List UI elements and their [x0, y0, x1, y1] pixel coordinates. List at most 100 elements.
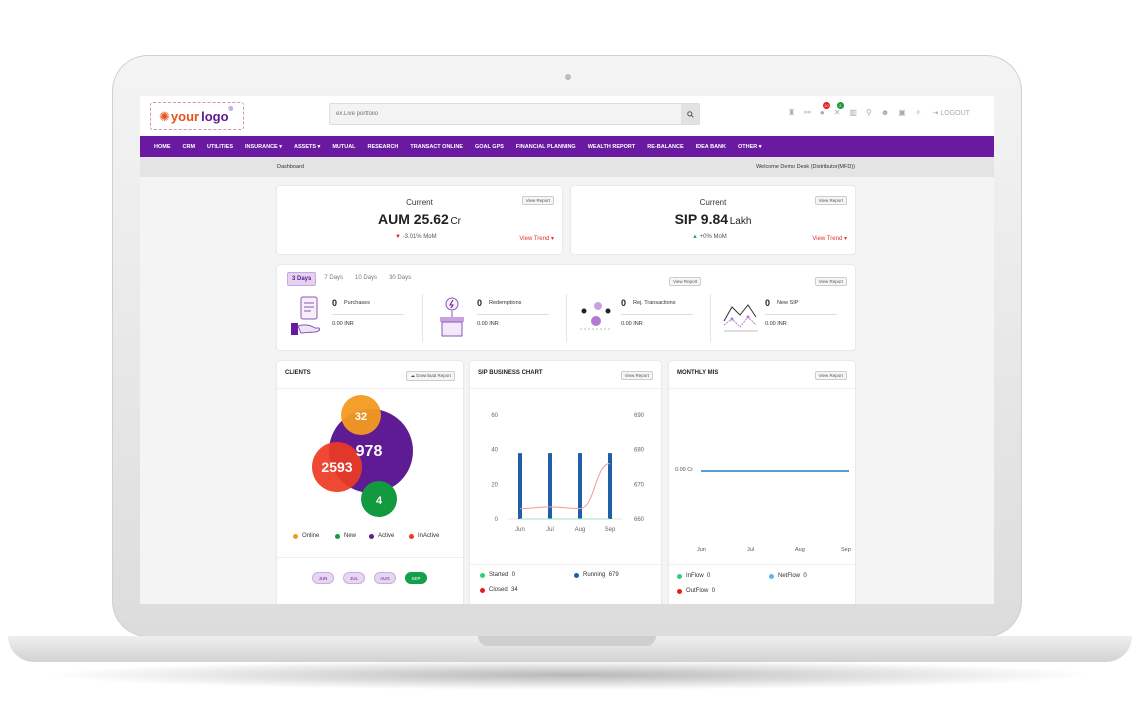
- tab-30-days[interactable]: 30 Days: [389, 275, 412, 281]
- y-left-tick-label: 40: [491, 448, 498, 454]
- nav-utilities[interactable]: UTILITIES: [207, 143, 234, 150]
- netflow-value: 0: [803, 573, 807, 579]
- nav-idea-bank[interactable]: IDEA BANK: [695, 143, 726, 150]
- legend-new-label: New: [344, 533, 357, 539]
- running-label: Running: [583, 572, 606, 578]
- nav-mutual[interactable]: MUTUAL: [332, 143, 356, 150]
- aum-view-report-button[interactable]: View Report: [521, 196, 554, 205]
- netflow-dot: [769, 573, 774, 579]
- netflow-label: NetFlow: [778, 573, 801, 579]
- breadcrumb[interactable]: Dashboard: [277, 164, 304, 170]
- new-count: 4: [376, 495, 383, 507]
- search-icon[interactable]: [681, 104, 699, 124]
- settings-icon[interactable]: ✧: [914, 108, 922, 117]
- y-left-tick-label: 60: [491, 413, 498, 419]
- month-pill-sep[interactable]: SEP: [405, 572, 427, 584]
- nav-insurance[interactable]: INSURANCE ▾: [245, 143, 283, 150]
- sip-bar: [548, 453, 552, 519]
- user-icon[interactable]: ☻: [880, 108, 890, 117]
- y-right-tick-label: 680: [634, 448, 645, 454]
- x-tick-label: Sep: [605, 527, 616, 533]
- x-tick-label: Aug: [575, 527, 586, 533]
- sip-business-card: SIP BUSINESS CHART View Report 0 20 40 60 66…: [470, 361, 661, 604]
- sip-started-stat: Started 0: [480, 572, 515, 578]
- inactive-dot: [409, 533, 414, 539]
- sip-view-report-button[interactable]: View Report: [814, 196, 847, 205]
- nav-goal-gps[interactable]: GOAL GPS: [474, 143, 504, 150]
- inactive-count: 2593: [321, 459, 352, 475]
- arrow-up-icon: ▲: [692, 234, 698, 240]
- trophy-icon[interactable]: ♜: [788, 108, 796, 117]
- aum-view-trend-button[interactable]: View Trend ▾: [519, 236, 554, 242]
- started-value: 0: [511, 572, 516, 578]
- purchases-stat: 0 Purchases 0.00 INR: [287, 295, 417, 343]
- nav-transact-online[interactable]: TRANSACT ONLINE: [410, 143, 463, 150]
- outflow-value: 0: [711, 588, 716, 594]
- rejected-transactions-stat: 0 Rej. Transactions 0.00 INR: [576, 295, 706, 343]
- closed-value: 34: [511, 587, 518, 593]
- nav-re-balance[interactable]: RE-BALANCE: [647, 143, 684, 150]
- key-icon[interactable]: ⚲: [865, 108, 872, 117]
- x-tick-label: Jul: [546, 527, 554, 533]
- nav-other[interactable]: OTHER ▾: [738, 143, 762, 150]
- logout-button[interactable]: ⇥ LOGOUT: [933, 109, 970, 117]
- legend-inactive[interactable]: InActive: [409, 533, 439, 539]
- sip-amount: SIP 9.84: [674, 211, 729, 227]
- tab-3-days[interactable]: 3 Days: [287, 272, 317, 286]
- transactions-view-report-button[interactable]: View Report: [669, 277, 702, 286]
- clients-header: [277, 361, 463, 389]
- redemptions-amount: 0.00 INR: [477, 321, 499, 327]
- sip-chart-view-report-button[interactable]: View Report: [620, 371, 653, 380]
- sip-trend-line: [519, 463, 611, 510]
- new-sip-label: New SIP: [777, 300, 799, 306]
- tab-10-days[interactable]: 10 Days: [355, 275, 378, 281]
- nav-research[interactable]: RESEARCH: [367, 143, 399, 150]
- tab-7-days[interactable]: 7 Days: [324, 275, 344, 281]
- legend-active[interactable]: Active: [369, 533, 394, 539]
- divider: [669, 564, 855, 565]
- brand-logo[interactable]: ✺ your logo ®: [150, 102, 244, 130]
- inflow-value: 0: [707, 573, 711, 579]
- notification-icon[interactable]: ● 10: [819, 102, 830, 117]
- purchases-label: Purchases: [344, 300, 370, 306]
- mis-header: [669, 361, 855, 389]
- mis-view-report-button[interactable]: View Report: [814, 371, 847, 380]
- camera-icon: [565, 74, 571, 80]
- tasks-icon[interactable]: ✕ 2: [834, 102, 844, 117]
- lock-icon[interactable]: ▣: [898, 108, 906, 117]
- nav-wealth-report[interactable]: WEALTH REPORT: [587, 143, 636, 150]
- inflow-dot: [677, 573, 682, 579]
- new-sip-view-report-button[interactable]: View Report: [814, 277, 847, 286]
- purchases-amount: 0.00 INR: [332, 321, 354, 327]
- month-pill-jul[interactable]: JUL: [343, 572, 365, 584]
- divider: [765, 314, 837, 315]
- legend-new[interactable]: New: [335, 533, 356, 539]
- mis-month-aug: Aug: [795, 547, 805, 553]
- chart-icon[interactable]: ▥: [849, 108, 857, 117]
- search-input[interactable]: [330, 104, 675, 124]
- running-value: 679: [608, 572, 619, 578]
- aum-mom: ▼ -3.01% MoM: [395, 234, 437, 240]
- download-report-button[interactable]: ☁ Download Report: [406, 371, 455, 381]
- aum-card: View Report Current AUM 25.62 Cr ▼ -3.01…: [277, 186, 562, 254]
- mis-month-jul: Jul: [747, 547, 755, 553]
- nav-home[interactable]: HOME: [154, 143, 171, 150]
- sip-mom-text: +0% MoM: [699, 234, 727, 240]
- sip-view-trend-button[interactable]: View Trend ▾: [812, 236, 847, 242]
- month-pill-jun[interactable]: JUN: [312, 572, 334, 584]
- aum-amount: AUM 25.62: [377, 211, 449, 227]
- search-box: [329, 103, 700, 125]
- rejected-icon: [580, 302, 612, 330]
- sip-closed-stat: Closed 34: [480, 587, 518, 593]
- divider: [621, 314, 693, 315]
- sip-business-chart: 0 20 40 60 660 670 680 690 Jun Jul Aug Sep: [491, 413, 645, 533]
- active-dot: [369, 533, 374, 539]
- nav-crm[interactable]: CRM: [182, 143, 196, 150]
- nav-financial-planning[interactable]: FINANCIAL PLANNING: [515, 143, 576, 150]
- nav-assets[interactable]: ASSETS ▾: [294, 143, 321, 150]
- sip-running-stat: Running 679: [574, 572, 619, 578]
- share-icon[interactable]: ⚯: [804, 108, 811, 117]
- month-pill-aug[interactable]: AUG: [374, 572, 396, 584]
- purchase-icon: [291, 296, 320, 335]
- legend-online[interactable]: Online: [293, 533, 319, 539]
